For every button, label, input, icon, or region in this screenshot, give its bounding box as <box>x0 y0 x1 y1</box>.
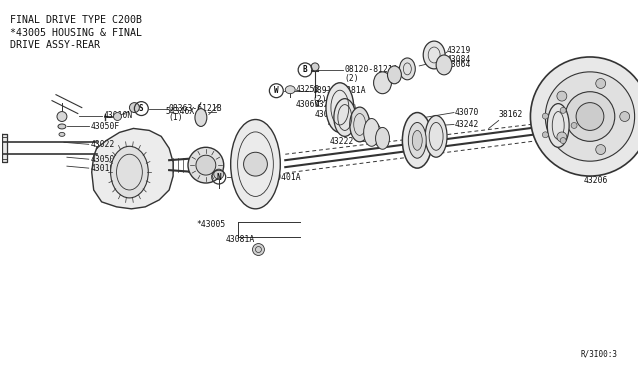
Circle shape <box>188 147 224 183</box>
Circle shape <box>531 57 640 176</box>
Text: 43232: 43232 <box>338 127 362 136</box>
Ellipse shape <box>376 128 390 149</box>
Polygon shape <box>3 134 7 162</box>
Circle shape <box>576 103 604 131</box>
Circle shape <box>196 155 216 175</box>
Ellipse shape <box>285 86 295 94</box>
Text: W: W <box>274 86 278 95</box>
Ellipse shape <box>111 146 148 198</box>
Text: 43242: 43242 <box>455 120 479 129</box>
Circle shape <box>214 169 224 179</box>
Ellipse shape <box>364 119 380 146</box>
Circle shape <box>113 113 122 121</box>
Text: FINAL DRIVE TYPE C200B: FINAL DRIVE TYPE C200B <box>10 15 142 25</box>
Text: S: S <box>139 104 143 113</box>
Ellipse shape <box>547 104 569 147</box>
Ellipse shape <box>408 122 426 158</box>
Text: B: B <box>303 65 307 74</box>
Text: *43005 HOUSING & FINAL: *43005 HOUSING & FINAL <box>10 28 142 38</box>
Circle shape <box>620 112 630 122</box>
Text: 43050F: 43050F <box>91 155 120 164</box>
Text: (2): (2) <box>345 74 360 83</box>
Text: N: N <box>216 173 221 182</box>
Text: 43210: 43210 <box>315 100 339 109</box>
Text: 43064: 43064 <box>447 60 472 70</box>
Circle shape <box>57 112 67 122</box>
Text: 38162: 38162 <box>499 110 523 119</box>
Text: 43050F: 43050F <box>91 122 120 131</box>
Text: (2): (2) <box>312 95 326 104</box>
Text: R/3I00:3: R/3I00:3 <box>580 350 618 359</box>
Circle shape <box>545 72 635 161</box>
Circle shape <box>560 138 566 144</box>
Circle shape <box>244 152 268 176</box>
Text: (8): (8) <box>248 183 262 192</box>
Text: 43010H: 43010H <box>315 110 344 119</box>
Ellipse shape <box>230 119 280 209</box>
Text: 43010N: 43010N <box>104 111 133 120</box>
Circle shape <box>557 91 567 101</box>
Ellipse shape <box>436 55 452 75</box>
Ellipse shape <box>403 113 432 168</box>
Circle shape <box>596 78 605 89</box>
Circle shape <box>596 145 605 154</box>
Text: 08912-9401A: 08912-9401A <box>248 173 301 182</box>
Ellipse shape <box>350 107 370 142</box>
Text: *43005: *43005 <box>196 220 225 229</box>
Circle shape <box>542 113 548 119</box>
Text: 43070: 43070 <box>455 108 479 117</box>
Ellipse shape <box>195 109 207 126</box>
Text: 43252: 43252 <box>295 85 319 94</box>
Circle shape <box>129 103 140 113</box>
Text: 43081A: 43081A <box>226 235 255 244</box>
Circle shape <box>560 108 566 113</box>
Text: 43206: 43206 <box>584 176 609 185</box>
Text: DRIVE ASSY-REAR: DRIVE ASSY-REAR <box>10 40 100 50</box>
Ellipse shape <box>334 99 356 137</box>
Text: 08915-1381A: 08915-1381A <box>312 86 365 95</box>
Ellipse shape <box>423 41 445 69</box>
Ellipse shape <box>425 116 447 157</box>
Ellipse shape <box>326 83 354 132</box>
Ellipse shape <box>399 58 415 80</box>
Circle shape <box>571 122 577 128</box>
Ellipse shape <box>412 131 422 150</box>
Text: 54346X: 54346X <box>165 107 195 116</box>
Text: 08363-6121B: 08363-6121B <box>168 104 222 113</box>
Text: 43010F: 43010F <box>91 164 120 173</box>
Text: 08120-8121A: 08120-8121A <box>345 65 399 74</box>
Ellipse shape <box>387 66 401 84</box>
Circle shape <box>311 63 319 71</box>
Ellipse shape <box>59 132 65 137</box>
Circle shape <box>565 92 615 141</box>
Text: (1): (1) <box>168 113 183 122</box>
Circle shape <box>557 132 567 142</box>
Text: 43084: 43084 <box>447 55 472 64</box>
Ellipse shape <box>374 72 392 94</box>
Circle shape <box>253 244 264 256</box>
Text: 43222: 43222 <box>330 137 355 146</box>
Text: 43219: 43219 <box>447 45 472 55</box>
Polygon shape <box>92 128 173 209</box>
Text: 43081: 43081 <box>328 119 352 128</box>
Circle shape <box>542 132 548 138</box>
Text: 43022: 43022 <box>91 140 115 149</box>
Text: 43069: 43069 <box>295 100 319 109</box>
Ellipse shape <box>58 124 66 129</box>
